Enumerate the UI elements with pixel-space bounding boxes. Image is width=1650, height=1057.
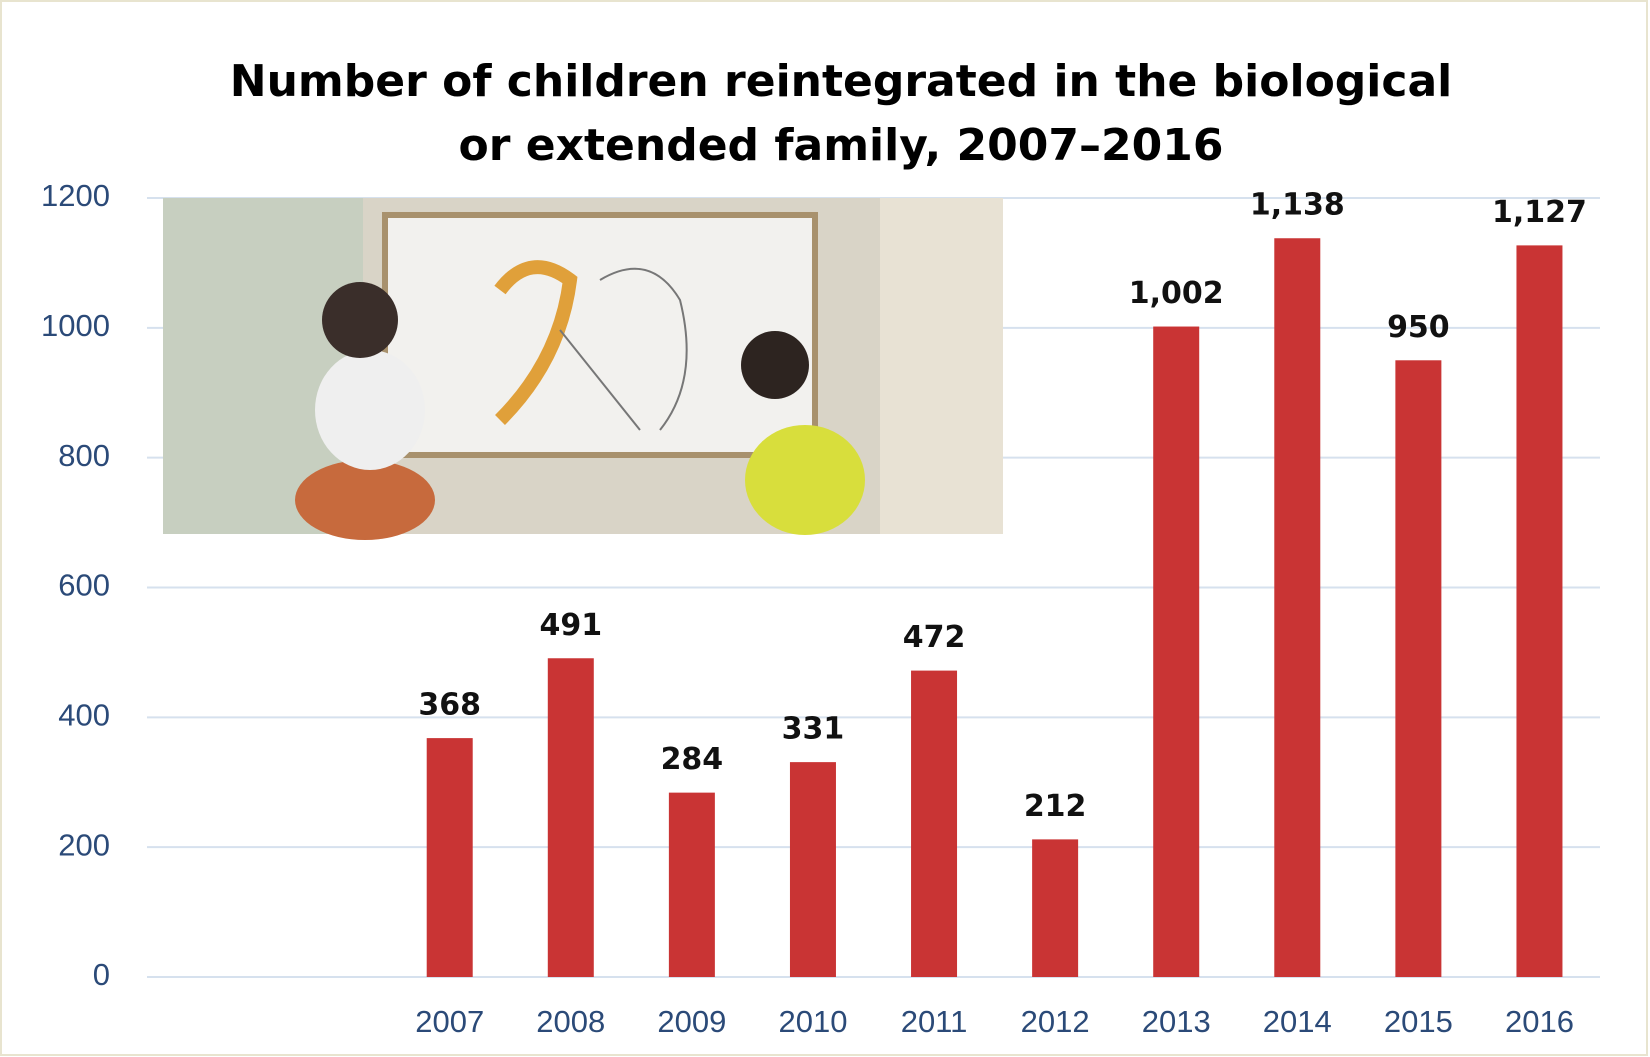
bar [548,658,594,977]
x-tick-label: 2012 [1021,1004,1090,1039]
bar [911,671,957,977]
photo-child [315,350,425,470]
photo-child [741,331,809,399]
bar [1395,360,1441,977]
y-tick-label: 600 [58,568,110,603]
x-tick-label: 2015 [1384,1004,1453,1039]
y-tick-label: 200 [58,827,110,862]
x-tick-label: 2013 [1142,1004,1211,1039]
value-label: 284 [661,742,724,777]
y-tick-label: 800 [58,438,110,473]
value-label: 950 [1387,310,1450,345]
y-tick-label: 400 [58,698,110,733]
value-label: 368 [418,688,481,723]
bar [1153,327,1199,977]
x-tick-label: 2010 [778,1004,847,1039]
value-label: 491 [539,608,602,643]
bar [790,762,836,977]
x-tick-label: 2008 [536,1004,605,1039]
value-label: 472 [903,620,966,655]
value-label: 1,138 [1250,188,1345,223]
bar [1032,839,1078,977]
photo-easel [385,215,815,455]
bar [1516,245,1562,977]
value-label: 331 [782,712,845,747]
y-tick-label: 0 [93,957,110,992]
x-tick-label: 2014 [1263,1004,1332,1039]
y-tick-label: 1200 [41,178,110,213]
photo-child [745,425,865,535]
photo-wall [880,198,1003,534]
value-label: 212 [1024,789,1087,824]
value-label: 1,002 [1129,276,1224,311]
bar [669,793,715,977]
photo-child [322,282,398,358]
x-tick-label: 2009 [657,1004,726,1039]
chart-title: Number of children reintegrated in the b… [211,50,1471,178]
bar [427,738,473,977]
chart-page: 0 200 400 600 800 1000 1200 2007 368 2008 491 2009 2… [0,0,1650,1057]
value-label: 1,127 [1492,195,1587,230]
y-tick-label: 1000 [41,308,110,343]
x-tick-label: 2011 [901,1004,968,1039]
x-tick-label: 2016 [1505,1004,1574,1039]
photo [163,198,1003,540]
x-tick-label: 2007 [415,1004,484,1039]
photo-child [295,460,435,540]
bar [1274,238,1320,977]
